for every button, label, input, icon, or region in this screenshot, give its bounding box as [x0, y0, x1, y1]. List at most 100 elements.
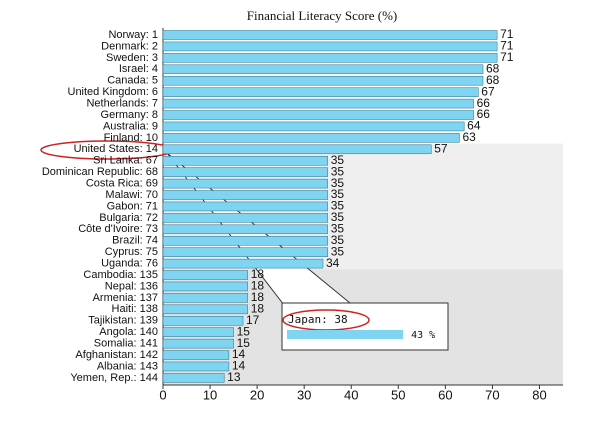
chart-title: Financial Literacy Score (%): [247, 8, 398, 23]
value-label: 15: [237, 324, 251, 338]
bar: [162, 293, 248, 303]
y-tick-label: Sri Lanka: 67: [93, 155, 158, 167]
bar: [162, 167, 328, 177]
y-tick-label: Dominican Republic: 68: [42, 166, 158, 178]
value-label: 68: [486, 61, 500, 75]
value-label: 71: [500, 39, 514, 53]
y-tick-label: Côte d'Ivoire: 73: [78, 223, 158, 235]
value-label: 35: [331, 187, 345, 201]
bar: [162, 361, 230, 372]
y-tick-label: Malawi: 70: [105, 189, 158, 201]
value-label: 67: [481, 84, 495, 98]
y-tick-label: United States: 14: [74, 143, 158, 155]
y-tick-label: Armenia: 137: [93, 292, 158, 304]
x-tick-label: 30: [297, 387, 311, 402]
value-label: 66: [477, 96, 491, 110]
bar: [162, 53, 498, 63]
bar: [162, 121, 465, 132]
value-label: 14: [232, 347, 246, 361]
value-label: 57: [434, 141, 448, 155]
bar: [162, 247, 328, 257]
value-label: 71: [500, 27, 514, 41]
y-tick-label: Gabon: 71: [107, 200, 158, 212]
value-label: 34: [326, 256, 340, 270]
annotation-bar: [287, 330, 404, 339]
value-label: 17: [246, 313, 260, 327]
value-label: 35: [331, 244, 345, 258]
y-tick-label: Norway: 1: [108, 29, 158, 41]
value-label: 35: [331, 221, 345, 235]
x-tick-label: 60: [438, 387, 452, 402]
y-tick-label: Yemen, Rep.: 144: [70, 372, 158, 384]
bar: [162, 87, 479, 97]
value-label: 18: [251, 267, 265, 281]
value-label: 18: [251, 301, 265, 315]
callout-box: [281, 302, 449, 351]
y-tick-label: Brazil: 74: [112, 235, 158, 247]
bar: [162, 110, 474, 120]
bar: [162, 281, 248, 292]
y-tick-label: Denmark: 2: [101, 40, 158, 52]
bar: [162, 190, 328, 200]
bar: [162, 75, 484, 86]
bar: [162, 155, 328, 166]
x-tick-label: 40: [344, 387, 358, 402]
bar: [162, 178, 328, 189]
value-label: 13: [227, 370, 241, 384]
value-label: 14: [232, 359, 246, 373]
bar: [162, 98, 474, 109]
bar: [162, 235, 328, 246]
bar: [162, 338, 234, 349]
y-tick-label: Uganda: 76: [101, 258, 158, 270]
y-tick-label: Haiti: 138: [112, 303, 158, 315]
y-tick-label: Nepal: 136: [105, 280, 158, 292]
y-tick-label: Netherlands: 7: [86, 97, 158, 109]
value-label: 66: [477, 107, 491, 121]
bar: [162, 350, 230, 360]
x-tick-label: 20: [250, 387, 264, 402]
value-label: 35: [331, 210, 345, 224]
value-label: 18: [251, 279, 265, 293]
value-label: 35: [331, 233, 345, 247]
bar: [162, 258, 324, 269]
value-label: 35: [331, 176, 345, 190]
x-tick-label: 0: [159, 387, 166, 402]
y-tick-label: Afghanistan: 142: [75, 349, 158, 361]
y-tick-label: Cyprus: 75: [105, 246, 158, 258]
value-label: 64: [467, 119, 481, 133]
value-label: 35: [331, 153, 345, 167]
x-tick-label: 10: [203, 387, 217, 402]
y-tick-label: Israel: 4: [119, 63, 158, 75]
annotation-text: Japan: 38: [288, 313, 348, 326]
value-label: 63: [462, 130, 476, 144]
bar: [162, 316, 244, 326]
y-tick-label: Canada: 5: [107, 75, 158, 87]
bar: [162, 30, 498, 40]
bar: [162, 41, 498, 52]
y-tick-label: Bulgaria: 72: [99, 212, 158, 224]
value-label: 71: [500, 50, 514, 64]
y-tick-label: Costa Rica: 69: [86, 177, 158, 189]
bar: [162, 144, 432, 155]
bar: [162, 224, 328, 235]
value-label: 35: [331, 199, 345, 213]
bar: [162, 270, 248, 280]
value-label: 35: [331, 164, 345, 178]
x-tick-label: 80: [532, 387, 546, 402]
y-tick-label: Tajikistan: 139: [88, 315, 158, 327]
value-label: 18: [251, 290, 265, 304]
y-tick-label: Finland: 10: [104, 132, 158, 144]
bar: [162, 373, 225, 383]
bar: [162, 201, 328, 212]
bar: [162, 213, 328, 223]
value-label: 68: [486, 73, 500, 87]
annotation-value-label: 43 %: [411, 330, 435, 341]
y-tick-label: Australia: 9: [103, 120, 158, 132]
y-tick-label: Albania: 143: [97, 360, 158, 372]
value-label: 15: [237, 336, 251, 350]
bar: [162, 133, 460, 143]
x-tick-label: 50: [391, 387, 405, 402]
y-tick-label: United Kingdom: 6: [68, 86, 159, 98]
